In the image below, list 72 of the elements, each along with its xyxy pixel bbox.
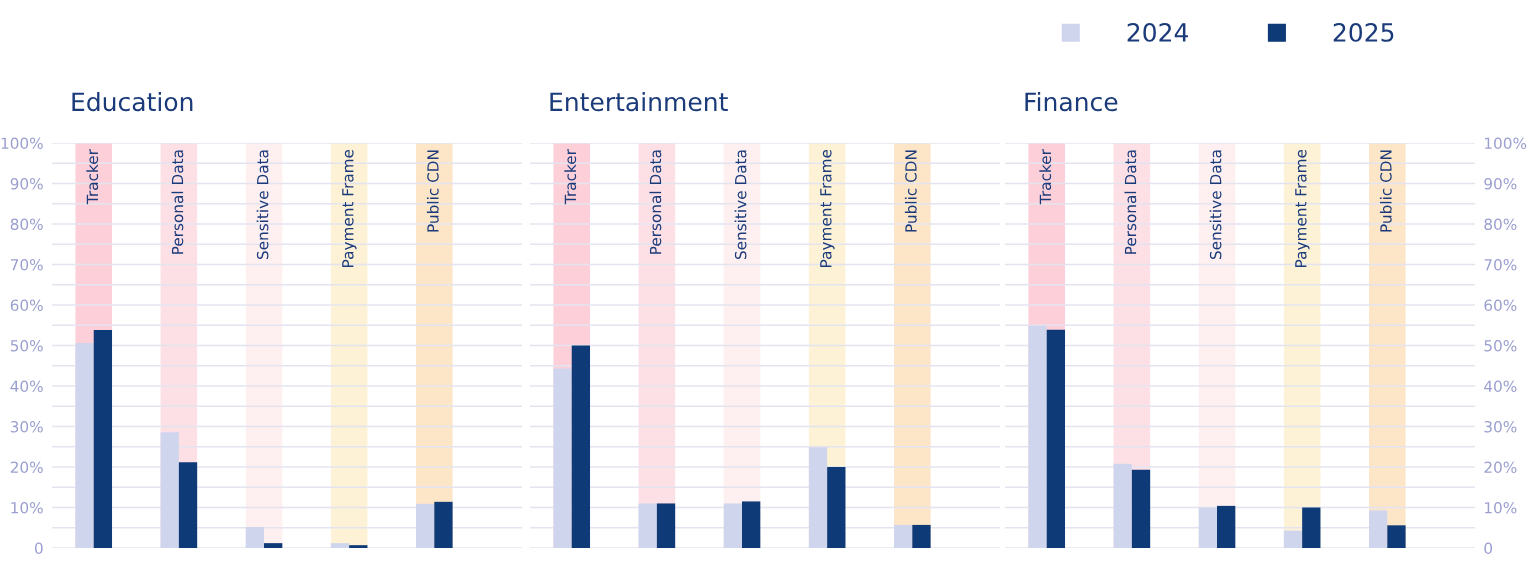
bar [1131,469,1151,548]
y2-tick-label: 90% [1484,177,1517,190]
y-tick-label: 10% [11,501,43,514]
y2-tick-label: 20% [1484,461,1517,474]
bar [1113,463,1132,548]
y2-tick-label: 30% [1484,420,1517,433]
x-tick-label: Public CDN [904,150,917,232]
y2-tick-label: 60% [1484,299,1517,312]
y2-tick-label: 100% [1485,137,1527,150]
bar [1217,505,1236,548]
bar [638,503,657,548]
chart-title: Finance [1025,91,1118,112]
y-tick-label: 0 [34,542,43,555]
bar [1283,530,1303,548]
bar [415,503,435,548]
chart-title: Entertainment [550,91,728,112]
bar [553,368,572,548]
bar [1198,507,1218,548]
x-tick-label: Public CDN [426,150,439,232]
x-tick-label: Payment Frame [820,149,835,267]
bar [178,462,198,548]
bar [1387,525,1406,548]
bar [160,432,179,548]
x-tick-label: Sensitive Data [1209,150,1222,260]
y2-tick-label: 10% [1485,501,1517,514]
x-tick-label: Personal Data [171,150,184,254]
bar [349,545,368,548]
y-tick-label: 50% [10,339,43,352]
x-tick-label: Tracker [1039,149,1052,205]
bar [93,330,113,548]
y2-tick-label: 80% [1484,218,1517,231]
y2-tick-label: 70% [1484,258,1517,271]
y-tick-label: 90% [10,177,43,190]
bar [893,524,913,548]
bar [1368,510,1388,548]
bar [656,503,676,548]
bar [75,343,94,548]
y-tick-label: 60% [10,299,43,312]
bar [434,501,453,548]
bar [723,503,743,548]
y-tick-label: 30% [10,420,43,433]
y2-tick-label: 50% [1484,339,1517,352]
x-tick-label: Tracker [564,149,577,205]
x-tick-label: Tracker [86,149,99,205]
legend-label: 2025 [1333,22,1394,42]
legend-label: 2024 [1127,22,1188,42]
x-tick-label: Sensitive Data [256,150,269,260]
bar [912,524,931,548]
y2-tick-label: 40% [1484,380,1517,393]
bar [571,345,591,548]
x-tick-label: Personal Data [649,150,662,254]
bar [808,447,828,548]
y2-tick-label: 0 [1484,542,1493,555]
y-tick-label: 80% [10,218,43,231]
bar [330,543,350,548]
bar [264,543,283,548]
bar [1028,325,1047,548]
bar [1046,329,1066,548]
bar [827,467,846,548]
bar [245,526,265,548]
bar [1302,507,1321,548]
x-tick-label: Payment Frame [1295,149,1310,267]
x-tick-label: Personal Data [1124,150,1137,254]
x-tick-label: Sensitive Data [734,150,747,260]
x-tick-label: Public CDN [1379,150,1392,232]
bar [742,501,761,548]
chart-title: Education [72,91,193,112]
y-tick-label: 70% [10,258,43,271]
y-tick-label: 20% [10,461,43,474]
y-tick-label: 40% [10,380,43,393]
y-tick-label: 100% [1,137,43,150]
x-tick-label: Payment Frame [342,149,357,267]
